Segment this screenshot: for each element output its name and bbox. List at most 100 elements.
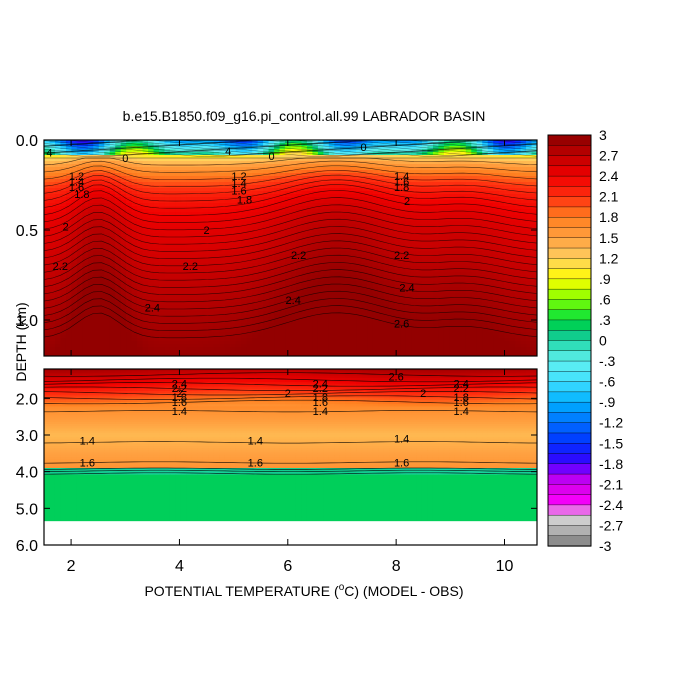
contour-label: 1.4	[231, 178, 246, 190]
colorbar-swatch	[547, 453, 592, 465]
lower-panel-contours	[44, 372, 537, 475]
colorbar-swatch	[547, 350, 592, 362]
colorbar-swatch	[547, 535, 592, 547]
colorbar-swatch	[547, 391, 592, 403]
colorbar-swatch	[547, 145, 592, 157]
colorbar-swatch	[547, 309, 592, 321]
colorbar-label: .3	[599, 312, 611, 328]
y-tick-label: 0.0	[16, 133, 38, 150]
colorbar-swatch	[547, 134, 592, 146]
contour-label: 2	[176, 388, 182, 400]
contour-label: 2.4	[145, 302, 160, 314]
contour-label: 2.4	[313, 379, 328, 391]
contour-label: 1.4	[394, 434, 409, 446]
colorbar-swatch	[547, 463, 592, 475]
contour-label: 1.8	[74, 189, 89, 201]
x-axis-label-rest: C) (MODEL - OBS)	[344, 583, 463, 599]
colorbar-swatch	[547, 401, 592, 414]
colorbar-label: -.6	[599, 374, 616, 390]
contour-label: 1.8	[237, 194, 252, 206]
colorbar-label: -1.2	[599, 415, 623, 431]
x-axis-label-main: POTENTIAL TEMPERATURE (	[144, 583, 339, 599]
colorbar-label: -3	[599, 538, 612, 554]
lower-panel-fill	[44, 369, 537, 545]
contour-label: 2.2	[454, 383, 469, 395]
contour-label: 4	[46, 148, 52, 160]
colorbar-label: -1.8	[599, 456, 623, 472]
colorbar-swatch	[547, 258, 592, 270]
colorbar-swatch	[547, 299, 592, 311]
contour-label: 1.6	[394, 458, 409, 470]
x-tick-label: 4	[175, 558, 184, 575]
chart-title: b.e15.B1850.f09_g16.pi_control.all.99 LA…	[123, 108, 486, 124]
y-axis-label: DEPTH (km)	[13, 302, 29, 381]
colorbar-label: 2.4	[599, 168, 619, 184]
contour-label: 1.8	[394, 182, 409, 194]
colorbar-label: -2.7	[599, 518, 623, 534]
upper-panel-frame	[43, 139, 538, 357]
contour-label: 1.8	[313, 392, 328, 404]
colorbar-label: -.3	[599, 353, 616, 369]
colorbar-swatch	[547, 360, 592, 372]
colorbar-swatch	[547, 432, 592, 444]
colorbar-swatch	[547, 247, 592, 259]
contour-label: 1.6	[313, 397, 328, 409]
contour-label: 1.8	[172, 392, 187, 404]
contour-label: 2	[63, 221, 69, 233]
colorbar-swatch	[547, 196, 592, 208]
contour-label: 1.4	[394, 171, 409, 183]
contour-label: 2	[420, 388, 426, 400]
contour-label: 1.6	[80, 458, 95, 470]
colorbar-label: -2.1	[599, 476, 623, 492]
y-tick-label: 2.0	[16, 391, 38, 408]
contour-label: 2.2	[172, 383, 187, 395]
contour-label: 2.2	[53, 261, 68, 273]
colorbar-label: -.9	[599, 394, 616, 410]
contour-label: 0	[268, 151, 274, 163]
contour-label: 2.2	[291, 250, 306, 262]
colorbar-swatch	[547, 165, 592, 177]
contour-label: 2.4	[172, 379, 187, 391]
y-tick-label: 5.0	[16, 501, 38, 518]
colorbar-swatch	[547, 216, 592, 229]
colorbar-swatch	[547, 381, 592, 393]
colorbar-swatch	[547, 288, 592, 301]
lower-panel-frame	[43, 368, 538, 546]
x-tick-label: 6	[283, 558, 292, 575]
colorbar-swatch	[547, 155, 592, 167]
y-tick-label: 1.0	[16, 313, 38, 330]
colorbar-label: 1.8	[599, 209, 619, 225]
colorbar-swatch	[547, 268, 592, 280]
contour-label: 1.8	[454, 392, 469, 404]
colorbar-swatch	[547, 319, 592, 331]
colorbar-swatch	[547, 206, 592, 218]
contour-label: 4	[225, 146, 231, 158]
contour-label: 1.4	[313, 406, 328, 418]
contour-label: 1.6	[69, 182, 84, 194]
x-ticks: 2 4 6 8 10	[67, 140, 513, 575]
contour-label: 1.6	[172, 397, 187, 409]
colorbar-swatch	[547, 484, 592, 496]
contour-label: 0	[122, 153, 128, 165]
colorbar-swatch	[547, 227, 592, 239]
upper-panel: 0.0 0.5 1.0	[16, 133, 538, 357]
contour-label: 1.2	[231, 171, 246, 183]
upper-panel-contours	[44, 140, 537, 339]
contour-label: 0	[361, 142, 367, 154]
contour-label: 2.4	[454, 379, 469, 391]
colorbar-swatch	[547, 340, 592, 352]
colorbar-label: 3	[599, 127, 607, 143]
y-tick-label: 6.0	[16, 538, 38, 555]
lower-y-ticks: 2.0 3.0 4.0 5.0 6.0	[16, 391, 537, 555]
colorbar-swatch	[547, 525, 592, 537]
colorbar-label: 2.7	[599, 148, 619, 164]
contour-label: 2.4	[286, 295, 301, 307]
contour-label: 2	[285, 388, 291, 400]
colorbar-swatch	[547, 504, 592, 516]
colorbar-swatch	[547, 278, 592, 290]
contour-label: 2.2	[183, 261, 198, 273]
colorbar-swatch	[547, 473, 592, 485]
colorbar-label: 1.2	[599, 250, 619, 266]
colorbar-swatch	[547, 186, 592, 198]
contour-label: 1.6	[454, 397, 469, 409]
